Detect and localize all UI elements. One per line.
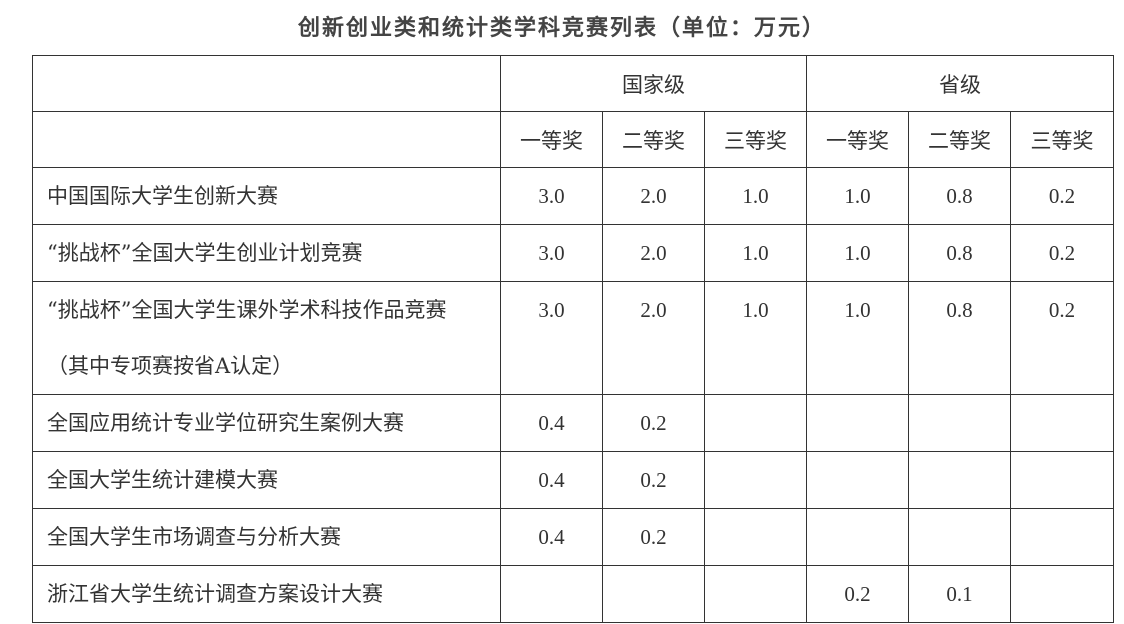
award-value: 3.0 xyxy=(500,281,603,395)
header-prize: 一等奖 xyxy=(500,111,603,168)
header-prize: 三等奖 xyxy=(1010,111,1115,168)
award-value xyxy=(703,565,808,623)
header-empty xyxy=(32,111,501,168)
competition-name: “挑战杯”全国大学生创业计划竞赛 xyxy=(32,224,501,282)
header-row-prize: 一等奖 二等奖 三等奖 一等奖 二等奖 三等奖 xyxy=(32,111,1115,168)
table-row: “挑战杯”全国大学生创业计划竞赛 3.0 2.0 1.0 1.0 0.8 0.2 xyxy=(32,224,1115,282)
award-value: 0.2 xyxy=(602,451,705,509)
award-value xyxy=(1010,565,1115,623)
award-value xyxy=(703,394,808,452)
award-value xyxy=(806,451,910,509)
award-value: 0.2 xyxy=(1010,281,1115,395)
award-value xyxy=(806,394,910,452)
award-value: 1.0 xyxy=(806,224,910,282)
award-value xyxy=(703,451,808,509)
table-row: 中国国际大学生创新大赛 3.0 2.0 1.0 1.0 0.8 0.2 xyxy=(32,167,1115,225)
award-value: 3.0 xyxy=(500,167,603,225)
competition-name: 中国国际大学生创新大赛 xyxy=(32,167,501,225)
award-value: 1.0 xyxy=(806,167,910,225)
competition-name: 全国大学生市场调查与分析大赛 xyxy=(32,508,501,566)
competition-name: “挑战杯”全国大学生课外学术科技作品竞赛（其中专项赛按省A认定） xyxy=(32,281,501,395)
award-value: 0.1 xyxy=(908,565,1012,623)
award-value: 0.2 xyxy=(806,565,910,623)
header-prize: 二等奖 xyxy=(908,111,1012,168)
table-row: 全国应用统计专业学位研究生案例大赛 0.4 0.2 xyxy=(32,394,1115,452)
award-value: 0.8 xyxy=(908,281,1012,395)
award-value xyxy=(703,508,808,566)
competition-name: 全国应用统计专业学位研究生案例大赛 xyxy=(32,394,501,452)
award-value: 0.2 xyxy=(602,508,705,566)
award-value xyxy=(1010,451,1115,509)
award-value xyxy=(908,508,1012,566)
award-value xyxy=(806,508,910,566)
award-value: 0.8 xyxy=(908,167,1012,225)
award-value xyxy=(908,451,1012,509)
header-row-level: 国家级 省级 xyxy=(32,55,1115,112)
competition-table: 国家级 省级 一等奖 二等奖 三等奖 一等奖 二等奖 三等奖 中国国际大学生创新大赛 3.0… xyxy=(32,55,1115,623)
award-value: 1.0 xyxy=(703,167,808,225)
award-value: 0.4 xyxy=(500,394,603,452)
award-value: 2.0 xyxy=(602,224,705,282)
award-value: 0.2 xyxy=(602,394,705,452)
award-value xyxy=(908,394,1012,452)
award-value: 3.0 xyxy=(500,224,603,282)
award-value: 0.4 xyxy=(500,451,603,509)
award-value: 0.2 xyxy=(1010,224,1115,282)
competition-name: 全国大学生统计建模大赛 xyxy=(32,451,501,509)
award-value: 0.2 xyxy=(1010,167,1115,225)
table-row: 浙江省大学生统计调查方案设计大赛 0.2 0.1 xyxy=(32,565,1115,623)
header-prize: 三等奖 xyxy=(703,111,808,168)
award-value xyxy=(602,565,705,623)
table-row: 全国大学生统计建模大赛 0.4 0.2 xyxy=(32,451,1115,509)
award-value: 2.0 xyxy=(602,167,705,225)
award-value xyxy=(500,565,603,623)
table-row: 全国大学生市场调查与分析大赛 0.4 0.2 xyxy=(32,508,1115,566)
award-value xyxy=(1010,508,1115,566)
award-value: 1.0 xyxy=(703,281,808,395)
header-prize: 二等奖 xyxy=(602,111,705,168)
award-value: 0.4 xyxy=(500,508,603,566)
award-value: 2.0 xyxy=(602,281,705,395)
header-empty xyxy=(32,55,501,112)
header-national: 国家级 xyxy=(499,55,808,112)
award-value: 1.0 xyxy=(806,281,910,395)
award-value xyxy=(1010,394,1115,452)
award-value: 0.8 xyxy=(908,224,1012,282)
header-provincial: 省级 xyxy=(806,55,1115,112)
competition-name: 浙江省大学生统计调查方案设计大赛 xyxy=(32,565,501,623)
award-value: 1.0 xyxy=(703,224,808,282)
table-row: “挑战杯”全国大学生课外学术科技作品竞赛（其中专项赛按省A认定） 3.0 2.0 1.… xyxy=(32,281,1115,395)
header-prize: 一等奖 xyxy=(806,111,910,168)
table-title: 创新创业类和统计类学科竞赛列表（单位：万元） xyxy=(297,15,826,41)
